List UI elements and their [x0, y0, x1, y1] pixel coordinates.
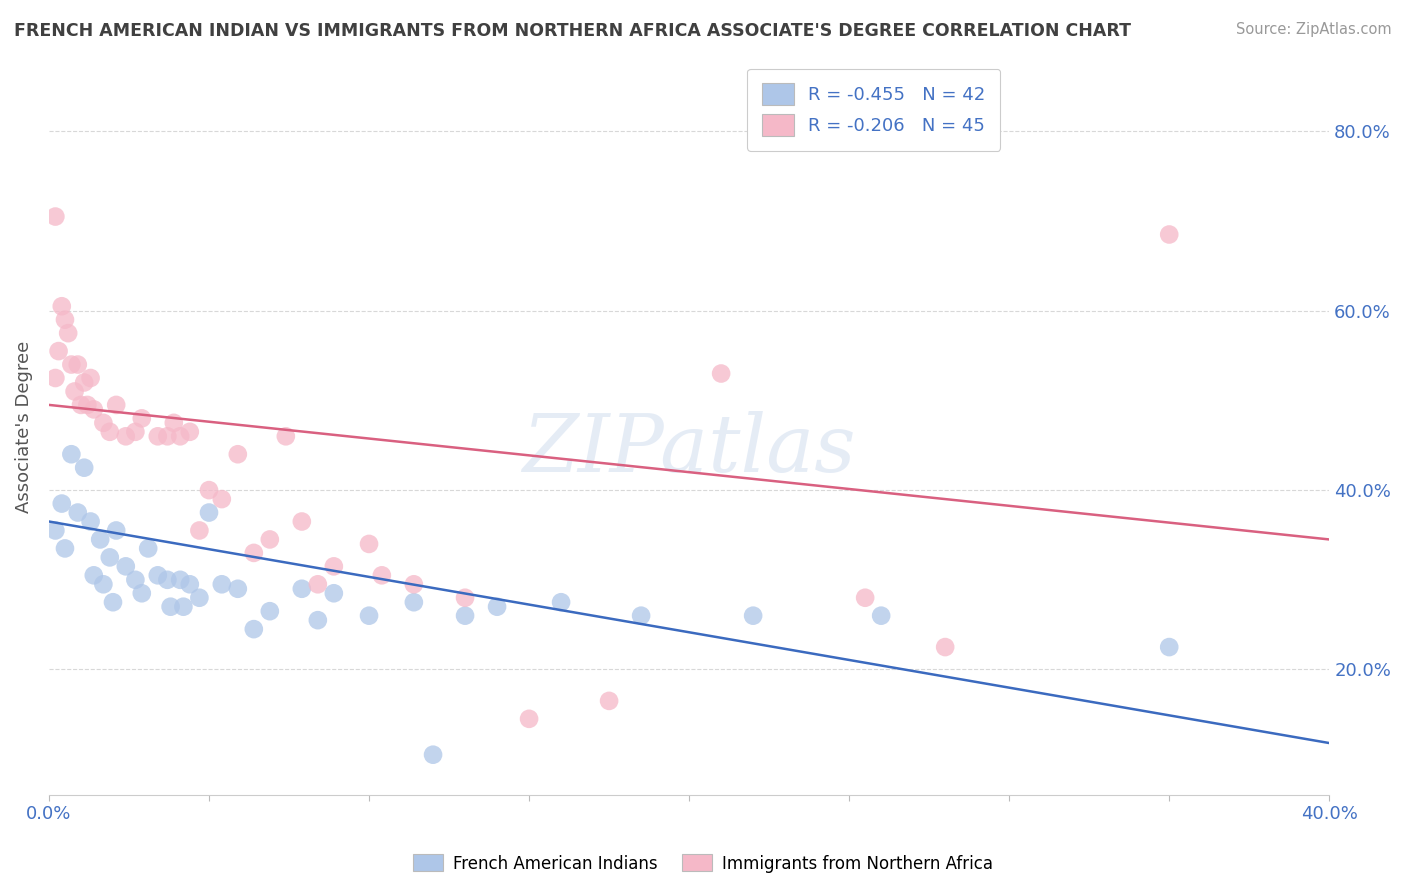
Point [179, 425, 201, 439]
Point [853, 591, 876, 605]
Point [169, 429, 191, 443]
Point [357, 537, 380, 551]
Point [105, 398, 128, 412]
Point [156, 429, 179, 443]
Point [172, 599, 194, 614]
Point [70, 398, 93, 412]
Point [243, 546, 266, 560]
Point [169, 573, 191, 587]
Point [322, 559, 344, 574]
Point [53, 312, 76, 326]
Point [131, 411, 153, 425]
Point [98, 550, 121, 565]
Point [73, 376, 96, 390]
Point [1159, 227, 1181, 242]
Point [60, 358, 83, 372]
Point [517, 712, 540, 726]
Point [598, 694, 620, 708]
Text: ZIPatlas: ZIPatlas [523, 410, 856, 488]
Point [357, 608, 380, 623]
Point [322, 586, 344, 600]
Point [79, 515, 101, 529]
Point [159, 599, 181, 614]
Text: Source: ZipAtlas.com: Source: ZipAtlas.com [1236, 22, 1392, 37]
Point [486, 599, 509, 614]
Point [291, 582, 314, 596]
Point [454, 591, 477, 605]
Point [402, 595, 425, 609]
Point [114, 429, 136, 443]
Point [307, 577, 329, 591]
Point [53, 541, 76, 556]
Point [934, 640, 956, 654]
Point [274, 429, 297, 443]
Point [79, 371, 101, 385]
Point [550, 595, 572, 609]
Point [179, 577, 201, 591]
Point [56, 326, 79, 340]
Point [76, 398, 98, 412]
Point [156, 573, 179, 587]
Point [83, 568, 105, 582]
Point [211, 577, 233, 591]
Point [742, 608, 765, 623]
Point [188, 524, 211, 538]
Point [211, 492, 233, 507]
Point [73, 460, 96, 475]
Point [101, 595, 124, 609]
Point [307, 613, 329, 627]
Point [371, 568, 394, 582]
Point [259, 533, 281, 547]
Point [124, 425, 146, 439]
Point [48, 344, 70, 359]
Point [60, 447, 83, 461]
Point [44, 371, 66, 385]
Point [226, 582, 249, 596]
Point [291, 515, 314, 529]
Text: FRENCH AMERICAN INDIAN VS IMMIGRANTS FROM NORTHERN AFRICA ASSOCIATE'S DEGREE COR: FRENCH AMERICAN INDIAN VS IMMIGRANTS FRO… [14, 22, 1130, 40]
Point [136, 541, 159, 556]
Point [93, 416, 115, 430]
Legend: French American Indians, Immigrants from Northern Africa: French American Indians, Immigrants from… [406, 847, 1000, 880]
Point [402, 577, 425, 591]
Point [98, 425, 121, 439]
Point [83, 402, 105, 417]
Point [63, 384, 86, 399]
Point [124, 573, 146, 587]
Point [422, 747, 444, 762]
Point [66, 506, 89, 520]
Point [1159, 640, 1181, 654]
Point [870, 608, 893, 623]
Point [226, 447, 249, 461]
Point [454, 608, 477, 623]
Point [198, 506, 221, 520]
Point [146, 568, 169, 582]
Point [131, 586, 153, 600]
Point [630, 608, 652, 623]
Point [105, 524, 128, 538]
Point [51, 299, 73, 313]
Point [710, 367, 733, 381]
Point [163, 416, 186, 430]
Point [89, 533, 111, 547]
Point [188, 591, 211, 605]
Y-axis label: Associate's Degree: Associate's Degree [15, 342, 32, 514]
Point [114, 559, 136, 574]
Point [44, 210, 66, 224]
Point [66, 358, 89, 372]
Point [198, 483, 221, 497]
Point [146, 429, 169, 443]
Legend: R = -0.455   N = 42, R = -0.206   N = 45: R = -0.455 N = 42, R = -0.206 N = 45 [747, 69, 1000, 151]
Point [93, 577, 115, 591]
Point [51, 497, 73, 511]
Point [243, 622, 266, 636]
Point [259, 604, 281, 618]
Point [44, 524, 66, 538]
